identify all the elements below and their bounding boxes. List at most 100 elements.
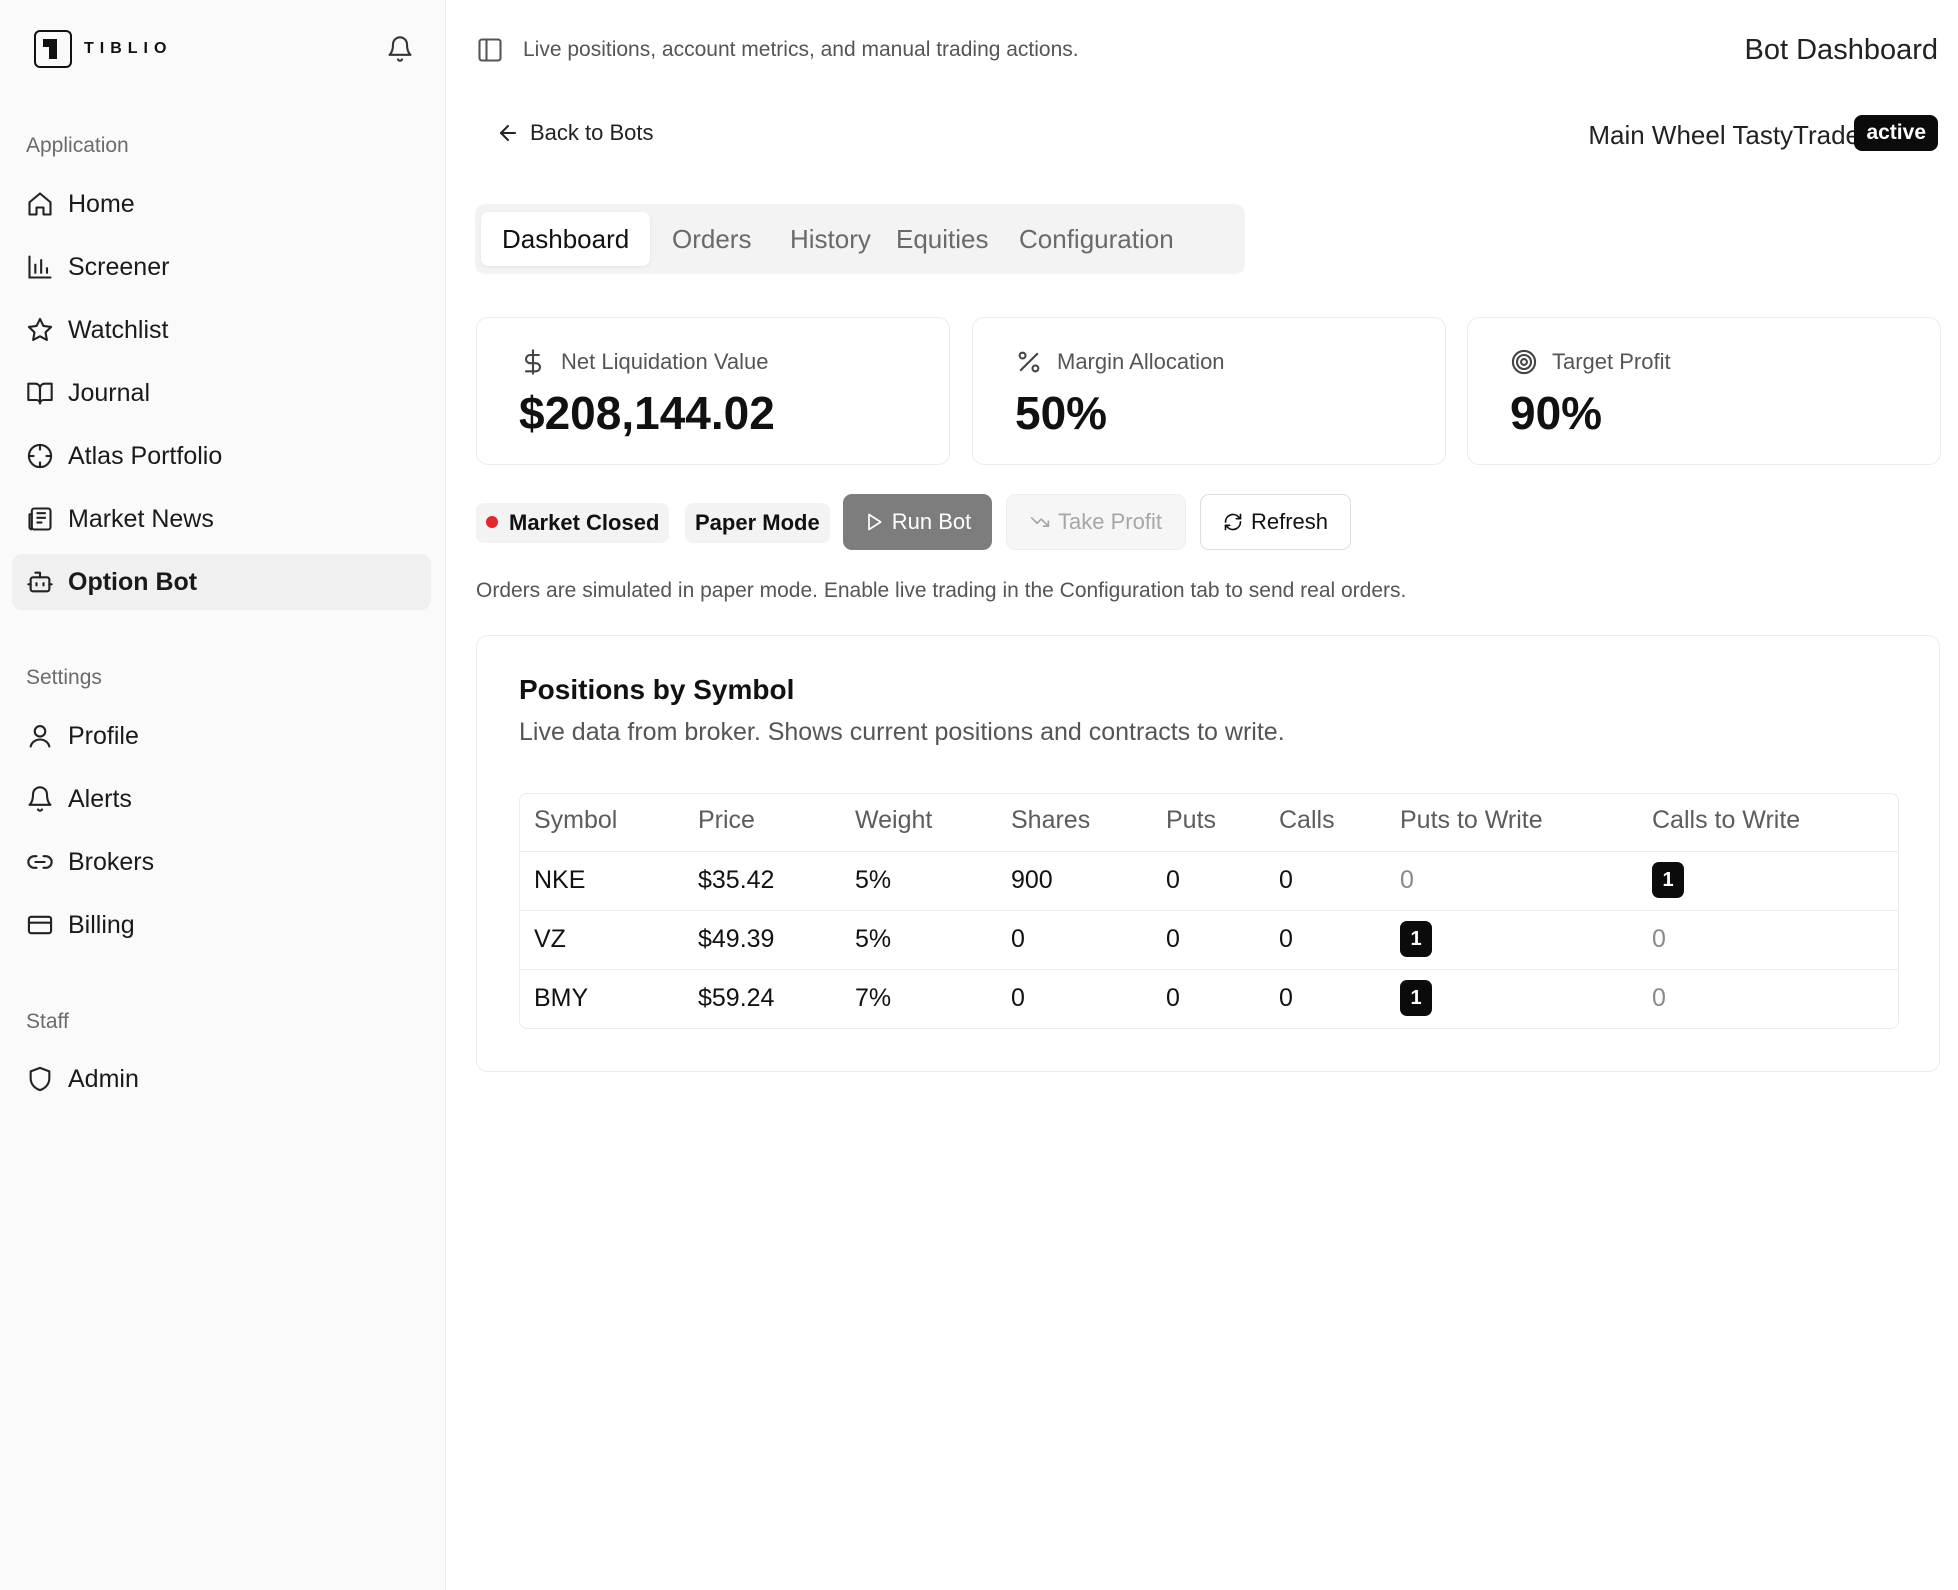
cell-calls: 0 (1279, 984, 1293, 1012)
link-icon (27, 855, 53, 869)
run-bot-button[interactable]: Run Bot (843, 494, 992, 550)
sidebar-item-label: Billing (68, 910, 135, 939)
sidebar-item-label: Journal (68, 378, 150, 407)
take-profit-button[interactable]: Take Profit (1006, 494, 1186, 550)
refresh-icon (1224, 513, 1242, 531)
arrow-left-icon (500, 125, 516, 141)
crosshair-icon (27, 443, 53, 469)
sidebar-item-atlas-portfolio[interactable]: Atlas Portfolio (12, 428, 431, 484)
target-icon (1511, 349, 1537, 375)
sidebar-item-label: Atlas Portfolio (68, 441, 223, 470)
sidebar-item-label: Admin (68, 1064, 139, 1093)
market-status-badge: Market Closed (476, 503, 670, 543)
cell-puts-to-write: 0 (1400, 866, 1414, 894)
refresh-label: Refresh (1250, 509, 1329, 534)
user-icon (29, 725, 51, 748)
cell-puts: 0 (1166, 925, 1180, 953)
sidebar-item-home[interactable]: Home (12, 176, 431, 232)
bot-icon (27, 571, 53, 593)
sidebar: TIBLIO Application Home Screener Watchli… (0, 0, 446, 1590)
sidebar-item-label: Screener (68, 252, 170, 281)
table-row: NKE $35.42 5% 900 0 0 0 1 (520, 851, 1898, 910)
column-header-puts[interactable]: Puts (1166, 806, 1217, 834)
cell-weight: 5% (855, 866, 892, 894)
sidebar-toggle-icon[interactable] (476, 36, 504, 64)
shield-icon (29, 1066, 51, 1092)
metric-card-target-profit: Target Profit 90% (1467, 317, 1941, 465)
cell-calls: 0 (1279, 925, 1293, 953)
cell-shares: 0 (1011, 984, 1025, 1012)
column-header-weight[interactable]: Weight (855, 806, 933, 834)
dollar-icon (524, 349, 542, 375)
sidebar-item-brokers[interactable]: Brokers (12, 834, 431, 890)
credit-card-icon (27, 915, 53, 935)
bell-icon (28, 786, 52, 812)
page-description: Live positions, account metrics, and man… (523, 38, 1079, 61)
tab-dashboard[interactable]: Dashboard (481, 212, 651, 266)
newspaper-icon (28, 507, 52, 531)
column-header-shares[interactable]: Shares (1011, 806, 1091, 834)
sidebar-item-label: Profile (68, 721, 139, 750)
book-icon (27, 382, 53, 405)
cell-calls: 0 (1279, 866, 1293, 894)
sidebar-item-screener[interactable]: Screener (12, 239, 431, 295)
logo[interactable]: TIBLIO (34, 30, 172, 68)
sidebar-item-market-news[interactable]: Market News (12, 491, 431, 547)
star-icon (27, 317, 53, 341)
sidebar-item-billing[interactable]: Billing (12, 897, 431, 953)
cell-symbol: BMY (534, 984, 589, 1012)
sidebar-item-label: Option Bot (68, 567, 198, 596)
take-profit-label: Take Profit (1058, 509, 1162, 534)
column-header-calls[interactable]: Calls (1279, 806, 1335, 834)
tab-history[interactable]: History (790, 224, 871, 254)
column-header-puts-to-write[interactable]: Puts to Write (1400, 806, 1543, 834)
cell-puts-to-write-badge: 1 (1400, 980, 1432, 1016)
cell-calls-to-write-badge: 1 (1652, 862, 1684, 898)
cell-price: $59.24 (698, 984, 775, 1012)
refresh-button[interactable]: Refresh (1200, 494, 1351, 550)
section-label-staff: Staff (26, 1010, 69, 1033)
column-header-price[interactable]: Price (698, 806, 755, 834)
metric-card-net-liquidation: Net Liquidation Value $208,144.02 (476, 317, 950, 465)
metric-label: Net Liquidation Value (561, 349, 769, 374)
logo-mark-icon (34, 30, 72, 68)
cell-puts: 0 (1166, 866, 1180, 894)
sidebar-item-option-bot[interactable]: Option Bot (12, 554, 431, 610)
sidebar-item-label: Home (68, 189, 135, 218)
page-title: Bot Dashboard (1744, 34, 1938, 66)
sidebar-item-label: Watchlist (68, 315, 169, 344)
tab-bar: Dashboard Orders History Equities Config… (475, 204, 1245, 274)
table-row: VZ $49.39 5% 0 0 0 1 0 (520, 910, 1898, 969)
tab-configuration[interactable]: Configuration (1019, 224, 1174, 254)
cell-calls-to-write: 0 (1652, 984, 1666, 1012)
notifications-bell-icon[interactable] (386, 34, 414, 64)
sidebar-item-label: Brokers (68, 847, 155, 876)
column-header-calls-to-write[interactable]: Calls to Write (1652, 806, 1801, 834)
cell-shares: 900 (1011, 866, 1053, 894)
tab-orders[interactable]: Orders (672, 224, 752, 254)
sidebar-item-watchlist[interactable]: Watchlist (12, 302, 431, 358)
bot-name: Main Wheel TastyTrade (1588, 120, 1860, 150)
positions-title: Positions by Symbol (519, 674, 795, 705)
back-to-bots-link[interactable]: Back to Bots (496, 120, 654, 146)
status-badge: active (1854, 115, 1938, 151)
metric-value: 50% (1015, 387, 1108, 439)
metric-value: $208,144.02 (519, 387, 775, 439)
cell-price: $49.39 (698, 925, 775, 953)
sidebar-item-label: Market News (68, 504, 214, 533)
metric-label: Target Profit (1552, 349, 1671, 374)
bar-chart-icon (28, 255, 52, 279)
sidebar-item-alerts[interactable]: Alerts (12, 771, 431, 827)
sidebar-item-profile[interactable]: Profile (12, 708, 431, 764)
run-bot-label: Run Bot (891, 509, 972, 534)
sidebar-item-journal[interactable]: Journal (12, 365, 431, 421)
tab-equities[interactable]: Equities (896, 224, 989, 254)
paper-mode-badge: Paper Mode (685, 503, 830, 543)
back-label: Back to Bots (530, 120, 654, 145)
sidebar-item-label: Alerts (68, 784, 132, 813)
section-label-settings: Settings (26, 666, 102, 689)
table-row: BMY $59.24 7% 0 0 0 1 0 (520, 969, 1898, 1028)
column-header-symbol[interactable]: Symbol (534, 806, 618, 834)
cell-weight: 7% (855, 984, 892, 1012)
sidebar-item-admin[interactable]: Admin (12, 1051, 431, 1107)
